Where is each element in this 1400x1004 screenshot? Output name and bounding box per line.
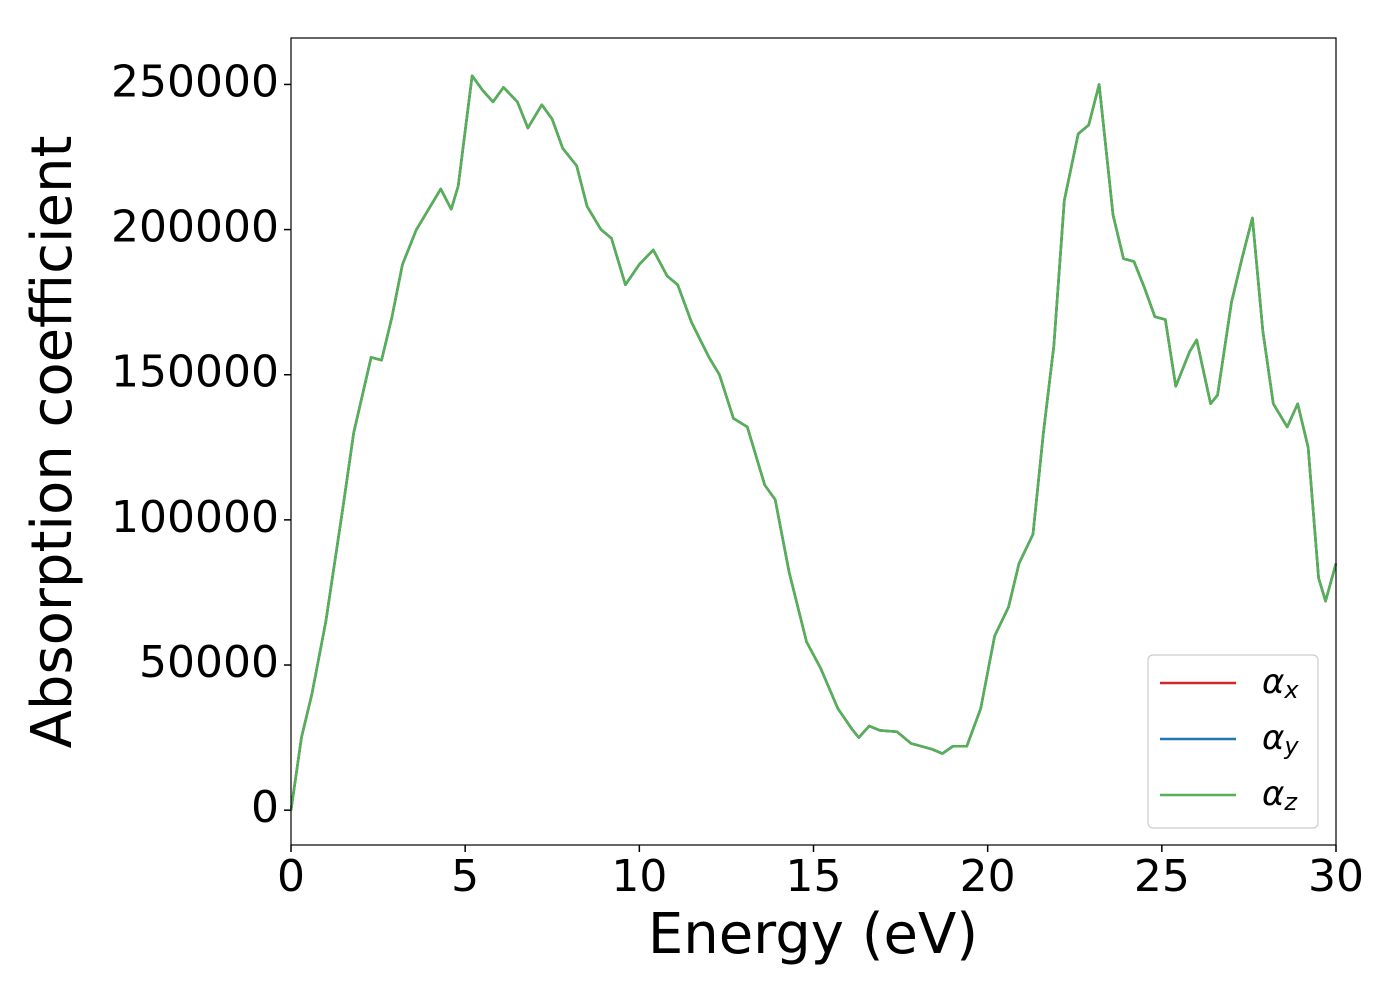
y-tick-label: 250000: [111, 56, 279, 107]
legend-label: αz: [1262, 774, 1298, 817]
y-axis-label: Absorption coefficient: [20, 136, 85, 749]
legend-box: [1147, 654, 1319, 829]
x-tick-label: 25: [1134, 851, 1190, 902]
x-tick-label: 0: [277, 851, 305, 902]
line-series: [289, 74, 1338, 811]
x-tick-label: 15: [786, 851, 842, 902]
y-tick-label: 200000: [111, 202, 279, 253]
x-tick-label: 5: [451, 851, 479, 902]
legend-label: αx: [1262, 662, 1299, 705]
legend-label: αy: [1262, 718, 1299, 761]
y-tick-label: 0: [251, 782, 279, 833]
plot-frame: [290, 37, 1337, 846]
x-tick-label: 30: [1308, 851, 1364, 902]
x-tick-label: 20: [960, 851, 1016, 902]
x-tick-label: 10: [611, 851, 667, 902]
y-tick-label: 150000: [111, 347, 279, 398]
y-tick-label: 100000: [111, 492, 279, 543]
y-tick-label: 50000: [139, 637, 279, 688]
x-axis-label: Energy (eV): [648, 902, 978, 967]
